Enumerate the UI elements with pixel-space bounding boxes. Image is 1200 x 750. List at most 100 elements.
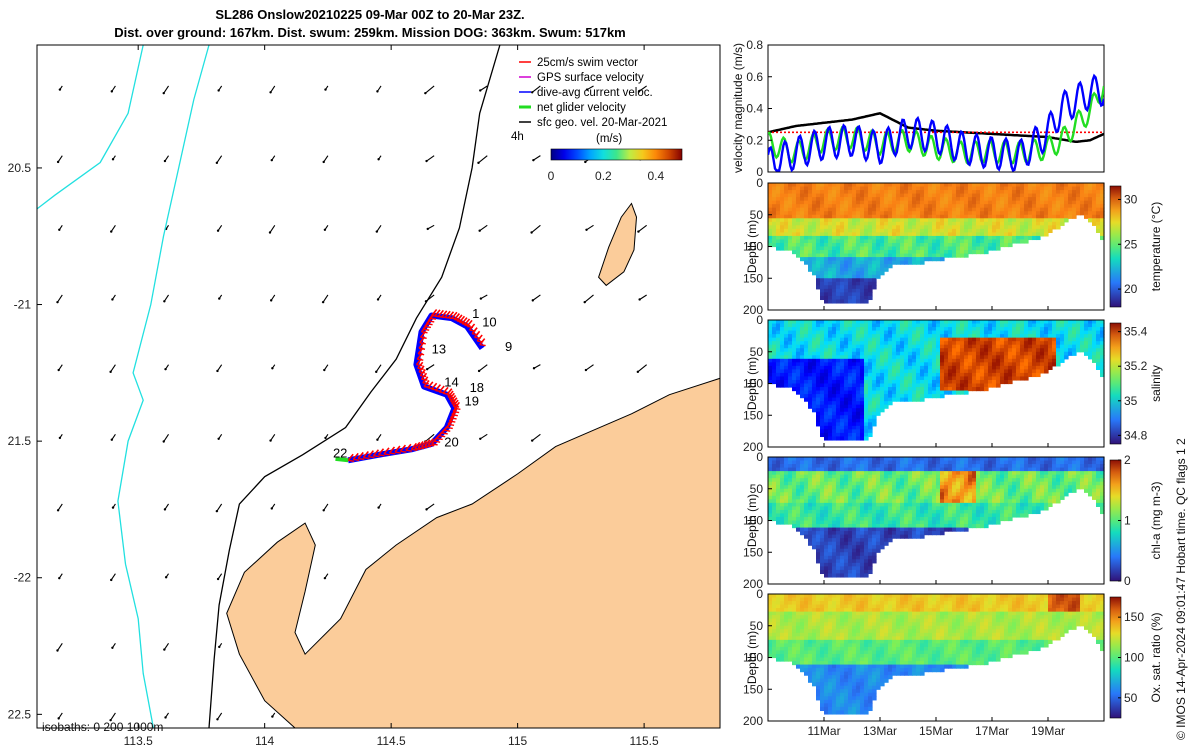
profile-cell — [868, 337, 873, 342]
profile-cell — [1016, 218, 1021, 223]
profile-cell — [808, 527, 813, 532]
profile-cell — [816, 327, 821, 332]
profile-cell — [916, 235, 921, 241]
profile-cell — [904, 390, 909, 395]
profile-cell — [776, 242, 781, 248]
profile-cell — [852, 225, 857, 230]
profile-cell — [868, 460, 873, 465]
profile-cell — [808, 460, 813, 465]
profile-cell — [852, 485, 857, 490]
profile-cell — [1032, 348, 1037, 353]
profile-cell — [852, 418, 857, 423]
profile-cell — [836, 204, 841, 209]
profile-cell — [820, 506, 825, 511]
profile-cell — [996, 383, 1001, 388]
profile-cell — [976, 211, 981, 216]
profile-cell — [1056, 351, 1061, 356]
profile-cell — [800, 362, 805, 367]
profile-cell — [860, 257, 865, 262]
profile-cell — [848, 225, 853, 230]
profile-cell — [780, 362, 785, 367]
profile-cell — [920, 330, 925, 335]
profile-cell — [852, 190, 857, 195]
profile-cell — [780, 474, 785, 479]
profile-cell — [788, 225, 793, 230]
profile-cell — [824, 569, 829, 575]
profile-cell — [840, 267, 845, 272]
profile-cell — [812, 334, 817, 339]
profile-cell — [768, 193, 773, 198]
profile-cell — [832, 516, 837, 522]
profile-cell — [956, 197, 961, 202]
profile-cell — [796, 320, 801, 325]
profile-cell — [964, 351, 969, 356]
profile-cell — [896, 358, 901, 363]
profile-cell — [840, 422, 845, 427]
profile-cell — [884, 334, 889, 339]
profile-cell — [796, 344, 801, 349]
profile-cell — [820, 509, 825, 515]
profile-cell — [1040, 197, 1045, 202]
track-day-label: 9 — [505, 339, 512, 354]
profile-cell — [1028, 330, 1033, 335]
profile-cell — [908, 320, 913, 325]
profile-cell — [864, 211, 869, 216]
profile-cell — [972, 369, 977, 374]
profile-cell — [872, 401, 877, 406]
profile-cell — [892, 232, 897, 237]
profile-cell — [864, 235, 869, 241]
profile-cell — [788, 460, 793, 465]
profile-cell — [1056, 327, 1061, 332]
profile-cell — [788, 502, 793, 507]
profile-cell — [860, 524, 865, 529]
profile-cell — [1052, 362, 1057, 367]
profile-cell — [828, 200, 833, 205]
profile-cell — [836, 320, 841, 325]
profile-cell — [832, 404, 837, 409]
profile-cell — [1024, 193, 1029, 198]
profile-cell — [988, 242, 993, 248]
profile-cell — [828, 320, 833, 325]
profile-cell — [884, 250, 889, 255]
profile-cell — [796, 232, 801, 237]
profile-cell — [852, 467, 857, 472]
profile-cell — [812, 495, 817, 500]
profile-cell — [956, 246, 961, 251]
profile-cell — [912, 383, 917, 388]
profile-cell — [1032, 221, 1037, 226]
profile-cell — [968, 341, 973, 346]
profile-cell — [976, 242, 981, 248]
profile-cell — [860, 351, 865, 356]
profile-cell — [856, 478, 861, 483]
profile-cell — [864, 408, 869, 413]
profile-cell — [784, 334, 789, 339]
profile-cell — [1008, 197, 1013, 202]
profile-cell — [916, 260, 921, 265]
profile-cell — [864, 509, 869, 515]
profile-cell — [876, 460, 881, 465]
profile-cell — [888, 186, 893, 191]
profile-cell — [844, 225, 849, 230]
profile-cell — [1000, 200, 1005, 205]
profile-cell — [912, 358, 917, 363]
swim-vector — [458, 315, 466, 323]
profile-cell — [992, 225, 997, 230]
profile-cell — [776, 495, 781, 500]
profile-cell — [852, 520, 857, 525]
profile-cell — [904, 355, 909, 360]
profile-cell — [768, 513, 773, 518]
profile-cell — [816, 344, 821, 349]
profile-cell — [852, 516, 857, 522]
geo-vector — [322, 294, 329, 303]
profile-cell — [988, 330, 993, 335]
profile-cell — [1096, 228, 1101, 233]
profile-cell — [952, 344, 957, 349]
profile-cell — [1016, 183, 1021, 188]
profile-cell — [776, 464, 781, 469]
profile-cell — [884, 186, 889, 191]
profile-cell — [1040, 358, 1045, 363]
profile-cell — [792, 221, 797, 226]
profile-cell — [848, 211, 853, 216]
profile-cell — [908, 183, 913, 188]
profile-cell — [900, 242, 905, 248]
